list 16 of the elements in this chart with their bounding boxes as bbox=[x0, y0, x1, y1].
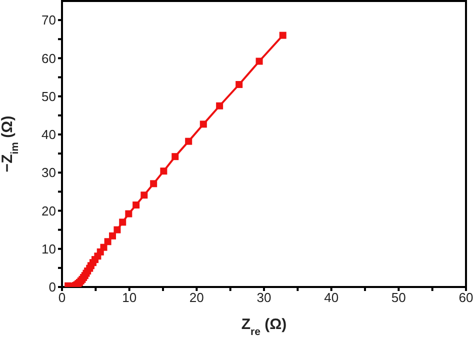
x-tick-label: 40 bbox=[324, 290, 339, 306]
x-tick-label: 10 bbox=[122, 290, 137, 306]
y-tick-label: 50 bbox=[42, 88, 56, 104]
y-tick-label: 70 bbox=[42, 12, 56, 28]
x-tick-label: 50 bbox=[391, 290, 406, 306]
y-tick-label: 10 bbox=[42, 241, 56, 256]
y-tick-label: 60 bbox=[42, 50, 56, 66]
x-tick-label: 60 bbox=[458, 290, 474, 306]
x-tick-label: 20 bbox=[189, 290, 204, 306]
x-tick-label: 30 bbox=[256, 290, 272, 306]
y-tick-label: 20 bbox=[42, 203, 56, 218]
y-tick-label: 0 bbox=[48, 280, 56, 295]
x-axis-title: Z$_{re}$ (Ω) bbox=[241, 316, 287, 338]
y-tick-label: 30 bbox=[42, 165, 56, 180]
x-tick-label: 0 bbox=[58, 290, 66, 306]
y-tick-label: 40 bbox=[42, 127, 56, 142]
